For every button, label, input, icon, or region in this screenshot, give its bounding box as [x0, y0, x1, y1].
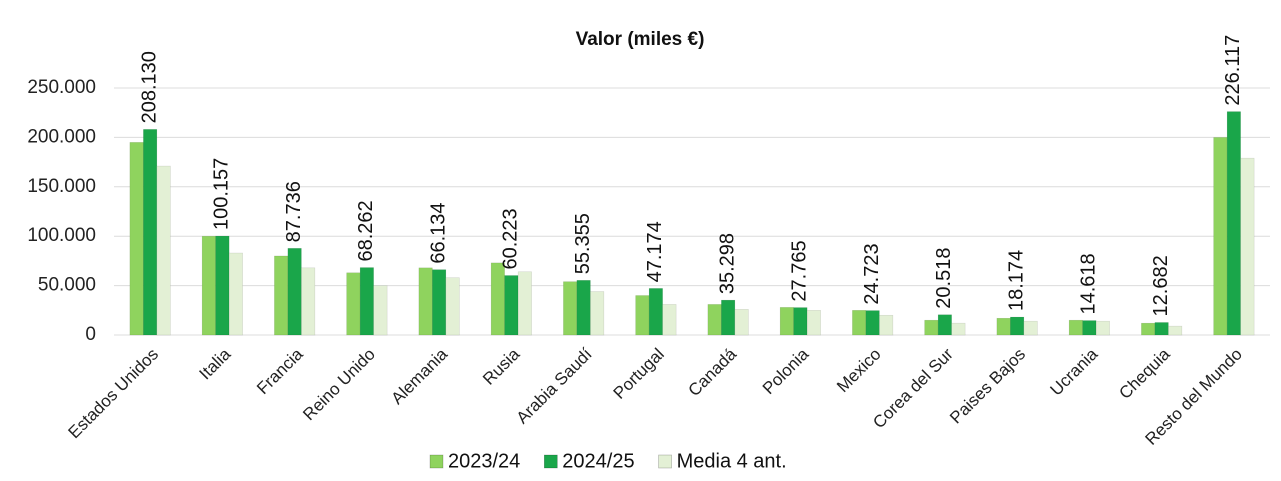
value-label: 27.765: [789, 240, 811, 301]
value-label: 55.355: [572, 213, 594, 274]
legend-swatch: [543, 454, 558, 469]
bar: [793, 307, 808, 336]
x-tick-label: Polonia: [759, 344, 813, 398]
value-label: 35.298: [716, 233, 738, 294]
bar: [1168, 325, 1183, 336]
bar: [287, 248, 302, 336]
bar: [865, 310, 880, 336]
bar: [951, 322, 966, 336]
x-tick-label: Francia: [253, 344, 307, 398]
y-tick-label: 250.000: [27, 77, 96, 98]
bar: [359, 267, 374, 336]
x-tick-label: Reino Unido: [299, 345, 379, 425]
bar: [346, 272, 361, 336]
x-tick-label: Italia: [196, 344, 235, 383]
bar: [490, 262, 505, 336]
value-label: 100.157: [211, 158, 233, 230]
bar: [1154, 322, 1169, 336]
bar: [576, 280, 591, 336]
chart-title: Valor (miles €): [576, 29, 705, 50]
y-tick-label: 0: [85, 324, 96, 345]
x-tick-label: Alemania: [388, 344, 452, 408]
bar: [1240, 157, 1255, 336]
bar: [504, 275, 519, 336]
bar: [1010, 316, 1025, 336]
bar: [590, 291, 605, 336]
value-label: 60.223: [500, 208, 522, 269]
bar: [418, 267, 433, 336]
bar: [156, 165, 171, 336]
bar: [1141, 322, 1156, 336]
bar: [432, 269, 447, 336]
value-label: 18.174: [1005, 250, 1027, 311]
bar: [143, 129, 158, 336]
bar: [648, 288, 663, 336]
bar: [924, 319, 939, 336]
x-tick-label: Rusia: [479, 344, 524, 389]
value-label: 87.736: [283, 181, 305, 242]
value-label: 226.117: [1222, 35, 1244, 106]
value-label: 68.262: [355, 200, 377, 261]
bar: [1082, 320, 1097, 336]
bar: [635, 295, 650, 336]
bar: [301, 267, 316, 336]
y-tick-label: 50.000: [38, 275, 96, 296]
legend-label: 2024/25: [562, 450, 634, 472]
x-tick-label: Ucrania: [1047, 344, 1102, 399]
x-tick-label: Estados Unidos: [64, 345, 162, 443]
x-tick-label: Chequia: [1115, 344, 1174, 403]
bar: [734, 309, 749, 336]
bar: [517, 271, 532, 336]
bar: [1213, 137, 1228, 336]
value-label: 12.682: [1150, 255, 1172, 316]
legend-swatch: [429, 454, 444, 469]
bar: [201, 235, 216, 336]
y-tick-label: 100.000: [27, 225, 96, 246]
x-tick-label: Portugal: [610, 345, 668, 403]
legend-label: 2023/24: [448, 450, 520, 472]
bar: [228, 252, 243, 336]
bar: [707, 304, 722, 336]
legend-label: Media 4 ant.: [677, 450, 787, 472]
bar: [1023, 320, 1038, 336]
bar: [852, 310, 867, 336]
value-label: 20.518: [933, 248, 955, 309]
x-tick-label: Arabia Saudí: [513, 344, 596, 427]
bar: [806, 310, 821, 336]
value-label: 24.723: [861, 243, 883, 304]
bar: [937, 314, 952, 336]
bar: [373, 285, 388, 336]
bar: [274, 255, 289, 336]
bar: [662, 304, 677, 336]
legend-swatch: [658, 454, 672, 469]
bar: [721, 299, 736, 336]
bar: [1095, 320, 1110, 336]
bar: [779, 307, 794, 336]
bar: [879, 314, 894, 336]
value-label: 208.130: [138, 51, 160, 123]
bar: [563, 281, 578, 336]
value-label: 66.134: [427, 202, 449, 263]
bar: [1068, 319, 1083, 336]
y-tick-label: 200.000: [27, 126, 96, 147]
bar: [445, 277, 460, 336]
y-tick-label: 150.000: [27, 176, 96, 197]
bar: [215, 235, 230, 336]
bar: [996, 317, 1011, 336]
value-label: 14.618: [1078, 253, 1100, 314]
bar: [1226, 111, 1241, 336]
value-label: 47.174: [644, 221, 666, 282]
x-tick-label: Mexico: [833, 345, 885, 397]
bar: [129, 142, 144, 336]
x-tick-label: Canadá: [685, 344, 741, 400]
x-tick-label: Paises Bajos: [946, 345, 1029, 428]
